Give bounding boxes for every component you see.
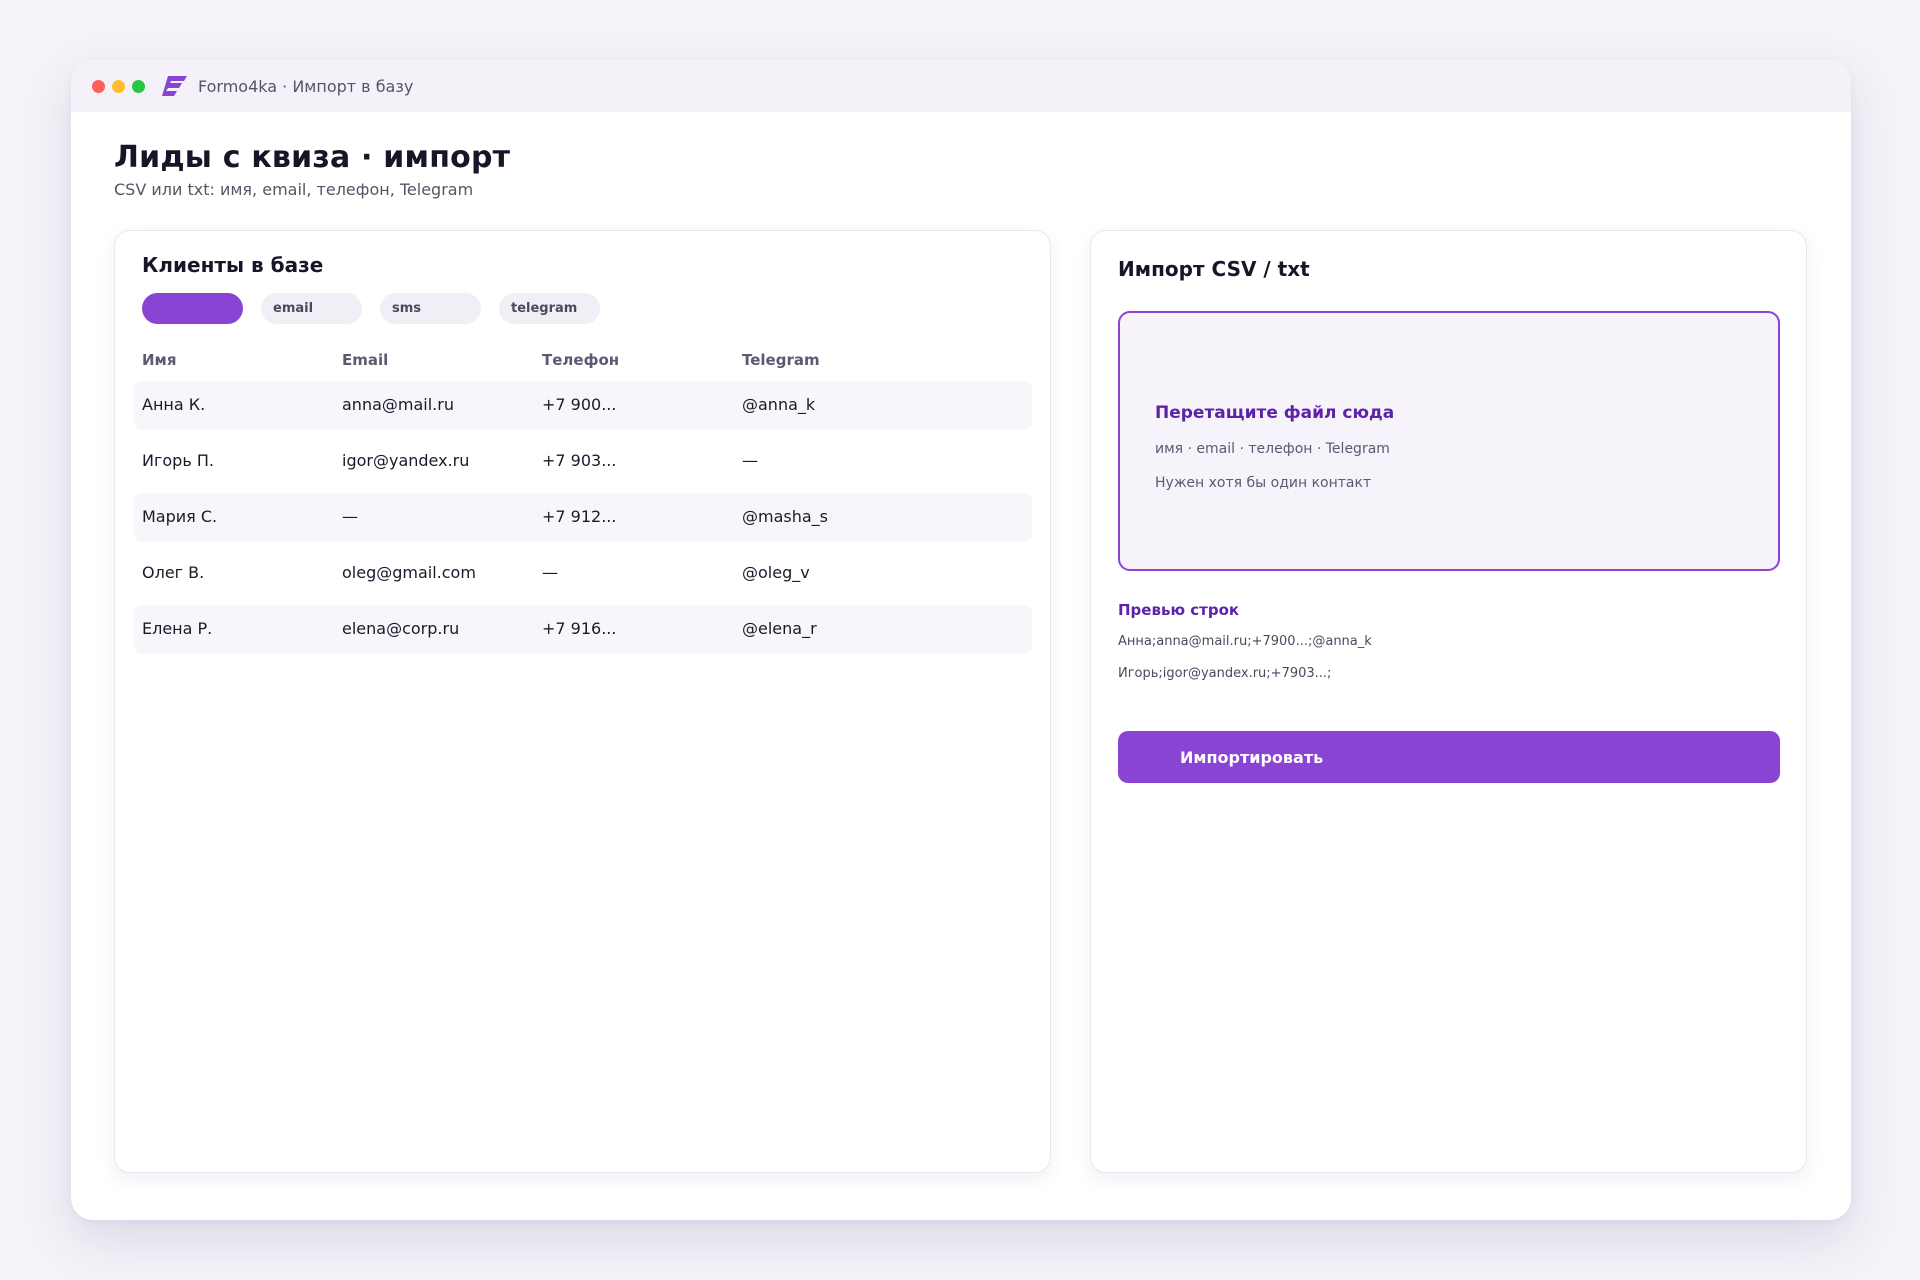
filter-email[interactable]: email <box>261 293 362 324</box>
table-row[interactable]: Мария С. — +7 912... @masha_s <box>134 493 1032 542</box>
dropzone-note: Нужен хотя бы один контакт <box>1155 475 1372 491</box>
cell-name: Олег В. <box>142 563 205 582</box>
title-bar: Formo4ka · Импорт в базу <box>71 60 1851 112</box>
clients-table-body: Анна К. anna@mail.ru +7 900... @anna_k И… <box>134 381 1032 661</box>
cell-telegram: @elena_r <box>742 619 817 638</box>
table-row[interactable]: Анна К. anna@mail.ru +7 900... @anna_k <box>134 381 1032 430</box>
close-window-button[interactable] <box>92 79 105 93</box>
dropzone-hint: имя · email · телефон · Telegram <box>1155 441 1390 457</box>
filter-all[interactable] <box>142 293 243 324</box>
cell-telegram: @masha_s <box>742 507 829 526</box>
column-header-telegram: Telegram <box>742 351 820 369</box>
filter-sms[interactable]: sms <box>380 293 481 324</box>
cell-phone: +7 903... <box>542 451 617 470</box>
window-title: Formo4ka · Импорт в базу <box>198 76 414 96</box>
cell-name: Анна К. <box>142 395 206 414</box>
cell-phone: +7 912... <box>542 507 617 526</box>
cell-email: igor@yandex.ru <box>342 451 470 470</box>
column-header-email: Email <box>342 351 389 369</box>
import-card: Импорт CSV / txt Перетащите файл сюда им… <box>1090 230 1807 1173</box>
preview-line: Игорь;igor@yandex.ru;+7903...; <box>1118 666 1332 681</box>
column-header-phone: Телефон <box>542 351 620 369</box>
clients-card: Клиенты в базе email sms telegram Имя Em… <box>114 230 1051 1173</box>
table-row[interactable]: Игорь П. igor@yandex.ru +7 903... — <box>134 437 1032 486</box>
cell-phone: — <box>542 563 558 582</box>
table-header: Имя Email Телефон Telegram <box>142 351 1022 371</box>
file-dropzone[interactable]: Перетащите файл сюда имя · email · телеф… <box>1118 311 1780 571</box>
cell-telegram: @anna_k <box>742 395 816 414</box>
clients-title: Клиенты в базе <box>142 253 324 277</box>
formo4ka-logo-icon <box>162 75 188 97</box>
filter-telegram[interactable]: telegram <box>499 293 600 324</box>
page-title: Лиды с квиза · импорт <box>114 140 511 175</box>
cell-email: oleg@gmail.com <box>342 563 476 582</box>
page-subtitle: CSV или txt: имя, email, телефон, Telegr… <box>114 180 474 199</box>
dropzone-title: Перетащите файл сюда <box>1155 403 1395 423</box>
cell-phone: +7 900... <box>542 395 617 414</box>
cell-telegram: — <box>742 451 758 470</box>
import-button[interactable]: Импортировать <box>1118 731 1780 783</box>
app-window: Formo4ka · Импорт в базу Лиды с квиза · … <box>71 60 1851 1220</box>
cell-name: Мария С. <box>142 507 218 526</box>
cell-email: anna@mail.ru <box>342 395 454 414</box>
preview-line: Анна;anna@mail.ru;+7900...;@anna_k <box>1118 634 1372 649</box>
cell-telegram: @oleg_v <box>742 563 810 582</box>
cell-phone: +7 916... <box>542 619 617 638</box>
cell-email: — <box>342 507 358 526</box>
maximize-window-button[interactable] <box>132 79 145 93</box>
table-row[interactable]: Олег В. oleg@gmail.com — @oleg_v <box>134 549 1032 598</box>
column-header-name: Имя <box>142 351 177 369</box>
import-title: Импорт CSV / txt <box>1118 257 1310 281</box>
cell-name: Елена Р. <box>142 619 213 638</box>
channel-filters: email sms telegram <box>142 293 600 324</box>
table-row[interactable]: Елена Р. elena@corp.ru +7 916... @elena_… <box>134 605 1032 654</box>
cell-name: Игорь П. <box>142 451 214 470</box>
cell-email: elena@corp.ru <box>342 619 460 638</box>
minimize-window-button[interactable] <box>112 79 125 93</box>
preview-title: Превью строк <box>1118 601 1240 619</box>
